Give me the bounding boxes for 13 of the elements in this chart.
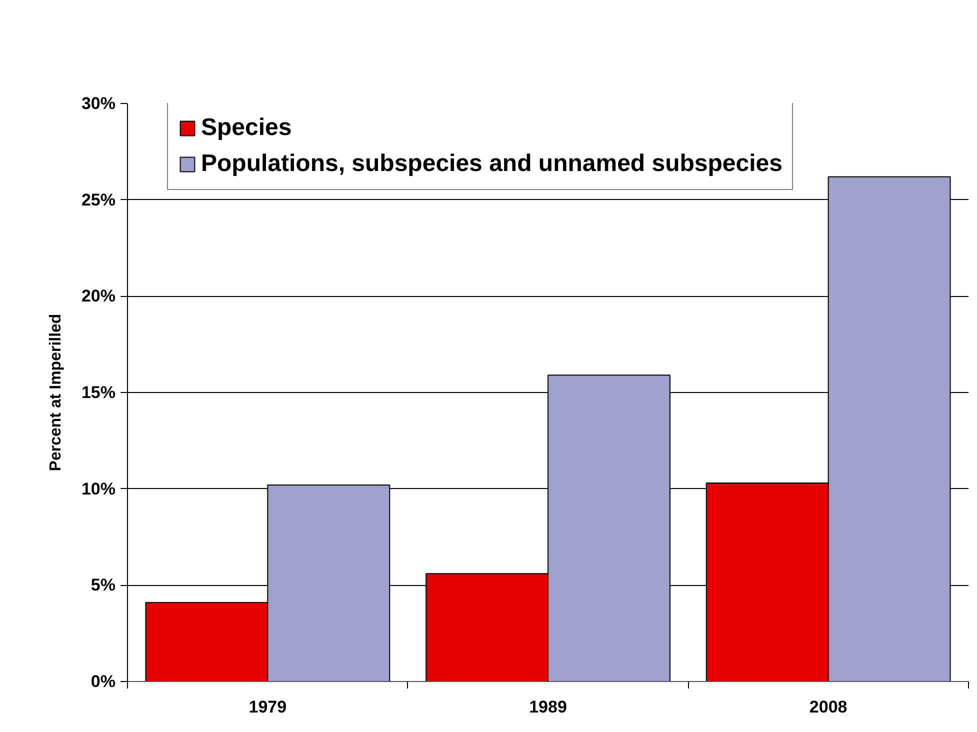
x-tick-label: 2008 bbox=[809, 698, 848, 716]
legend-label: Populations, subspecies and unnamed subspecies bbox=[201, 149, 782, 179]
y-tick-label: 5% bbox=[90, 576, 116, 595]
y-tick-label: 20% bbox=[81, 286, 116, 306]
y-tick-label: 25% bbox=[81, 190, 116, 210]
y-axis-title: Percent at Imperilled bbox=[47, 314, 64, 472]
x-tick-label: 1989 bbox=[529, 698, 567, 716]
legend-label: Species bbox=[201, 113, 292, 143]
y-tick-label: 15% bbox=[81, 383, 116, 402]
y-tick-label: 0% bbox=[90, 672, 116, 691]
y-tick-label: 30% bbox=[81, 94, 116, 113]
y-tick-label: 10% bbox=[81, 479, 116, 498]
x-tick-label: 1979 bbox=[248, 698, 287, 716]
